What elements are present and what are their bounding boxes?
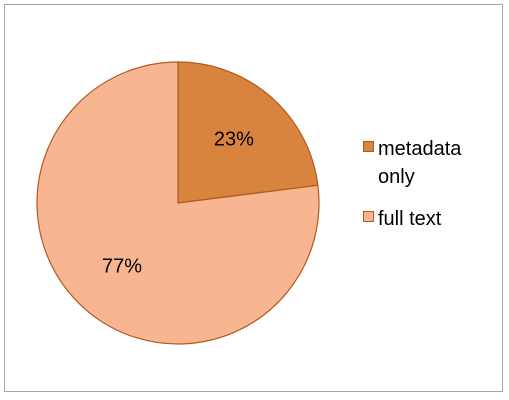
pie-slice-labels: 23% 77% — [102, 129, 254, 278]
legend-item-full-text: full text — [363, 205, 493, 233]
legend-swatch-metadata-only — [363, 141, 374, 152]
legend-swatch-full-text — [363, 211, 374, 222]
legend-item-metadata-only: metadata only — [363, 135, 493, 191]
data-label-full-text: 77% — [102, 255, 142, 277]
legend-label-metadata-only: metadata only — [378, 138, 462, 188]
pie-slices — [36, 61, 320, 345]
data-label-metadata-only: 23% — [214, 129, 254, 151]
legend: metadata only full text — [363, 135, 493, 247]
pie-slice-full-text — [36, 61, 320, 345]
pie-slice-metadata-only — [177, 61, 319, 204]
legend-label-full-text: full text — [378, 208, 442, 230]
